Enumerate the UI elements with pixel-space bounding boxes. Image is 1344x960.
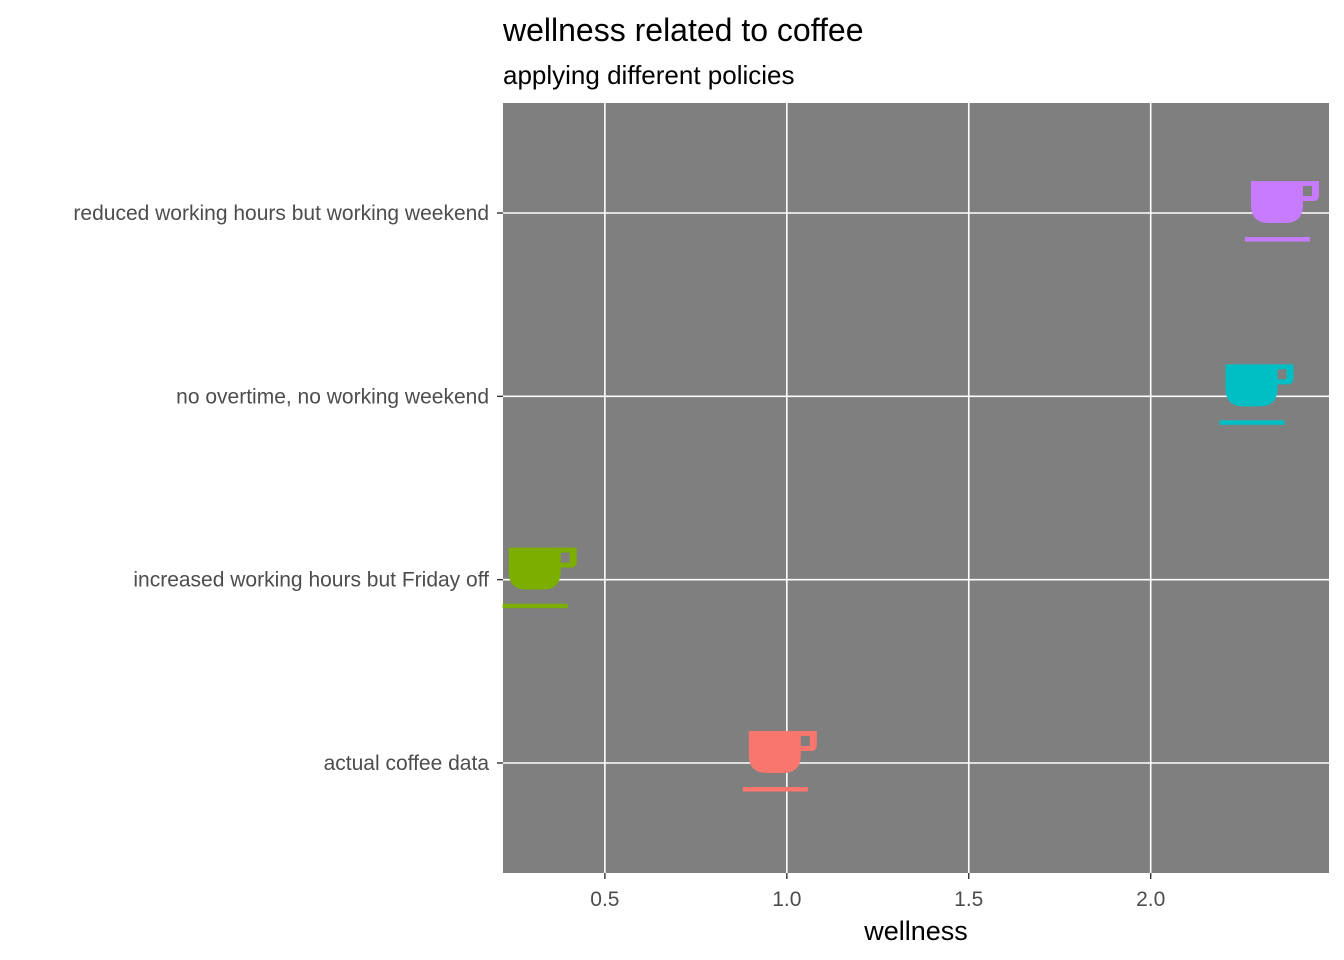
cup-body: [1250, 181, 1303, 223]
y-tick-label: actual coffee data: [324, 752, 490, 775]
cup-body: [508, 547, 561, 590]
cup-body: [1225, 364, 1278, 407]
cup-handle: [558, 547, 577, 568]
coffee-cup-icon: [1219, 364, 1294, 425]
cup-handle: [798, 731, 817, 751]
chart-subtitle: applying different policies: [503, 60, 794, 90]
coffee-cup-icon: [502, 547, 577, 609]
axis-ticks: [497, 212, 1152, 879]
y-tick-label: increased working hours but Friday off: [133, 569, 489, 592]
cup-saucer: [742, 787, 808, 792]
coffee-cup-icon: [1244, 181, 1319, 242]
x-axis-title: wellness: [863, 916, 968, 946]
cup-saucer: [1219, 420, 1285, 425]
x-axis-labels: 0.5 1.0 1.5 2.0: [590, 888, 1165, 911]
plot-panel: [503, 103, 1329, 873]
cup-handle: [1300, 181, 1319, 201]
y-tick-label: no overtime, no working weekend: [176, 385, 489, 408]
x-tick-label: 2.0: [1136, 888, 1165, 911]
cup-body: [748, 731, 801, 773]
x-tick-label: 1.5: [954, 888, 983, 911]
x-tick-label: 1.0: [772, 888, 801, 911]
data-points: [502, 181, 1319, 792]
chart-title: wellness related to coffee: [502, 12, 864, 48]
cup-saucer: [1244, 237, 1310, 242]
y-axis-labels: actual coffee data increased working hour…: [73, 202, 489, 775]
x-tick-label: 0.5: [590, 888, 619, 911]
gridlines: [503, 103, 1329, 873]
cup-saucer: [502, 603, 568, 609]
coffee-cup-icon: [742, 731, 817, 792]
y-tick-label: reduced working hours but working weeken…: [73, 202, 489, 225]
cup-handle: [1275, 364, 1294, 385]
